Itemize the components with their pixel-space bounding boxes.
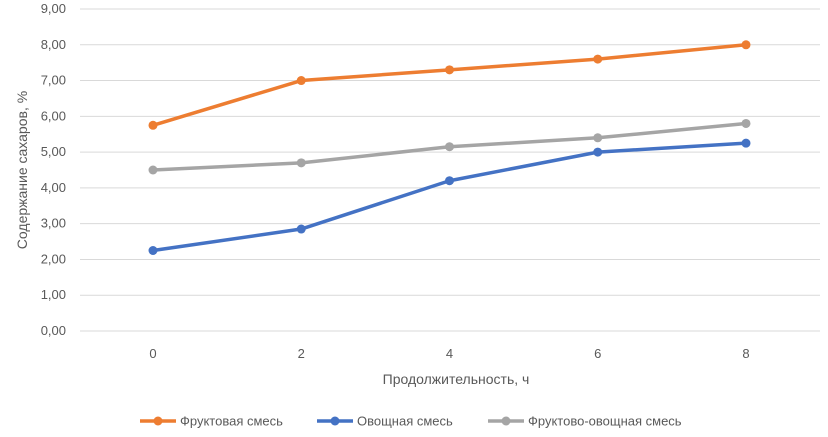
legend: Фруктовая смесь Овощная смесь Фруктово-ово… xyxy=(140,414,682,429)
data-point xyxy=(296,158,306,168)
legend-entry: Фруктово-овощная смесь xyxy=(488,414,682,429)
y-axis-title: Содержание сахаров, % xyxy=(14,91,30,249)
data-point xyxy=(445,176,454,186)
series-line xyxy=(151,43,748,128)
legend-label: Овощная смесь xyxy=(357,414,453,429)
data-point xyxy=(741,118,751,128)
x-tick-label: 6 xyxy=(594,346,601,361)
x-tick-label: 2 xyxy=(298,346,305,361)
series-line xyxy=(151,141,748,253)
series xyxy=(148,138,751,255)
data-point xyxy=(445,142,454,152)
legend-entry: Фруктовая смесь xyxy=(140,414,283,429)
data-point xyxy=(593,147,603,157)
series-lines xyxy=(148,40,751,255)
series xyxy=(148,118,751,175)
series xyxy=(148,40,751,130)
data-point xyxy=(445,65,454,75)
data-point xyxy=(296,76,306,86)
y-tick-label: 4,00 xyxy=(41,180,66,195)
gridlines xyxy=(80,8,820,332)
y-tick-label: 1,00 xyxy=(41,287,66,302)
data-point xyxy=(593,54,603,64)
legend-entry: Овощная смесь xyxy=(317,414,453,429)
data-point xyxy=(296,224,306,234)
x-tick-label: 0 xyxy=(149,346,156,361)
data-point xyxy=(741,40,751,50)
data-point xyxy=(148,120,158,130)
legend-label: Фруктово-овощная смесь xyxy=(528,414,682,429)
y-tick-label: 9,00 xyxy=(41,1,66,16)
y-axis-ticks: 0,00 1,00 2,00 3,00 4,00 5,00 6,00 7,00 8,00 9,00 xyxy=(41,1,66,338)
data-point xyxy=(593,133,603,143)
legend-marker xyxy=(330,416,340,426)
y-tick-label: 8,00 xyxy=(41,37,66,52)
legend-label: Фруктовая смесь xyxy=(180,414,283,429)
y-tick-label: 6,00 xyxy=(41,108,66,123)
x-axis-ticks: 0 2 4 6 8 xyxy=(149,346,749,361)
data-point xyxy=(741,138,751,148)
y-tick-label: 7,00 xyxy=(41,73,66,88)
y-tick-label: 0,00 xyxy=(41,323,66,338)
y-tick-label: 5,00 xyxy=(41,144,66,159)
data-point xyxy=(148,246,158,255)
legend-marker xyxy=(153,416,163,426)
x-axis-title: Продолжительность, ч xyxy=(383,371,530,387)
y-tick-label: 2,00 xyxy=(41,251,66,266)
x-tick-label: 4 xyxy=(446,346,453,361)
y-tick-label: 3,00 xyxy=(41,216,66,231)
data-point xyxy=(148,165,158,175)
legend-marker xyxy=(501,416,511,426)
x-tick-label: 8 xyxy=(742,346,749,361)
